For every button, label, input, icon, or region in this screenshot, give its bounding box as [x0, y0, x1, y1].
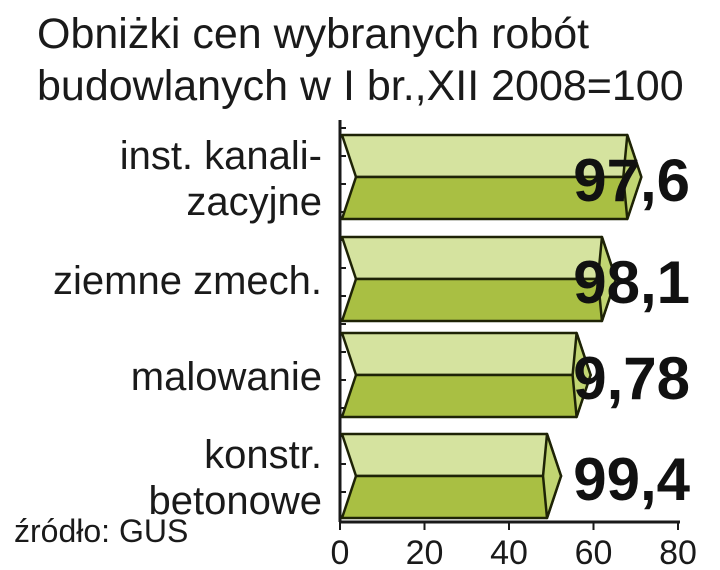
bar	[340, 474, 563, 520]
data-label: 99,4	[573, 446, 690, 513]
bar-end-cap	[541, 432, 563, 520]
category-label: betonowe	[149, 479, 322, 523]
bar-top-face	[340, 331, 592, 377]
category-label: konstr.	[204, 433, 322, 477]
chart-title-line: budowlanych w I br.,XII 2008=100	[37, 62, 684, 110]
data-label: 97,6	[573, 147, 690, 214]
source-note: źródło: GUS	[14, 513, 188, 549]
x-tick-label: 0	[331, 534, 350, 570]
x-tick-label: 60	[575, 534, 613, 570]
chart-title-line: Obniżki cen wybranych robót	[37, 10, 589, 58]
category-label: inst. kanali-	[120, 134, 322, 178]
bar-end-cap	[596, 235, 618, 323]
bar-end-cap	[571, 331, 592, 419]
data-label: 9,78	[573, 345, 690, 412]
bar-end-cap	[622, 133, 643, 221]
x-tick-label: 80	[659, 534, 697, 570]
x-tick-label: 40	[490, 534, 528, 570]
category-label: ziemne zmech.	[53, 259, 322, 303]
category-label: malowanie	[131, 355, 322, 399]
bar	[340, 373, 592, 419]
category-label: zacyjne	[186, 180, 322, 224]
data-label: 98,1	[573, 249, 690, 316]
bar-top-face	[340, 432, 563, 478]
x-tick-label: 20	[406, 534, 444, 570]
